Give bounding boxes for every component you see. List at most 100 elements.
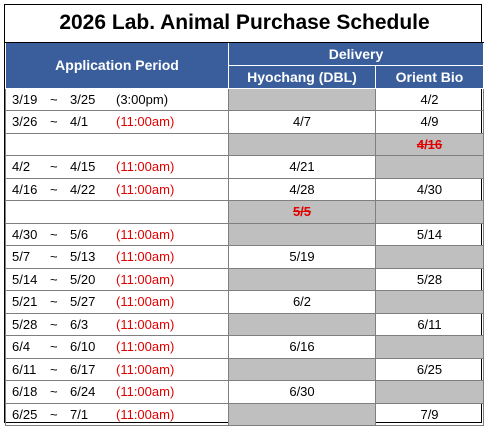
period-time: (3:00pm) <box>116 91 169 107</box>
application-period-cell: 3/19 ~3/25 (3:00pm) <box>5 87 229 111</box>
period-tilde: ~ <box>50 339 58 355</box>
period-start: 6/11 <box>12 361 37 377</box>
table-row: 4/30 ~5/6 (11:00am) 5/14 <box>5 222 485 246</box>
table-row: 4/16 <box>5 132 485 156</box>
period: 4/16 ~4/22 (11:00am) <box>6 182 228 197</box>
orient-delivery-cell <box>374 380 485 404</box>
period-end: 7/1 <box>70 406 89 422</box>
hyochang-date: 5/19 <box>289 249 315 265</box>
header-orient: Orient Bio <box>374 64 485 89</box>
application-period-cell: 4/30 ~5/6 (11:00am) <box>5 222 229 246</box>
hyochang-delivery-cell: 6/30 <box>228 380 376 404</box>
application-period-cell: 5/7 ~5/13 (11:00am) <box>5 245 229 269</box>
period: 5/21 ~5/27 (11:00am) <box>6 294 228 309</box>
hyochang-delivery-cell: 4/28 <box>228 177 376 201</box>
period-start: 4/16 <box>12 181 38 197</box>
hyochang-delivery-cell: 6/16 <box>228 335 376 359</box>
schedule-table: 2026 Lab. Animal Purchase Schedule Appli… <box>5 5 485 426</box>
table-row: 5/28 ~6/3 (11:00am) 6/11 <box>5 312 485 336</box>
application-period-cell <box>5 132 229 156</box>
period-time: (11:00am) <box>116 249 175 265</box>
period-end: 4/1 <box>70 114 89 130</box>
period-tilde: ~ <box>50 361 58 377</box>
hyochang-delivery-cell <box>228 87 376 111</box>
orient-delivery-cell: 4/30 <box>374 177 485 201</box>
period-end: 3/25 <box>70 91 96 107</box>
table-row: 5/7 ~5/13 (11:00am) 5/19 <box>5 245 485 269</box>
application-period-cell <box>5 200 229 224</box>
period-tilde: ~ <box>50 316 58 332</box>
orient-date: 6/11 <box>417 316 442 332</box>
header-row-2: Hyochang (DBL) Orient Bio <box>6 64 485 89</box>
title-row: 2026 Lab. Animal Purchase Schedule <box>5 5 484 43</box>
period-tilde: ~ <box>50 159 58 175</box>
period: 6/18 ~6/24 (11:00am) <box>6 384 228 399</box>
application-period-cell: 4/2 ~4/15 (11:00am) <box>5 155 229 179</box>
hyochang-delivery-cell <box>228 402 376 426</box>
header-delivery: Delivery <box>227 41 485 66</box>
period: 5/28 ~6/3 (11:00am) <box>6 317 228 332</box>
period-tilde: ~ <box>50 271 58 287</box>
period-tilde: ~ <box>50 181 58 197</box>
period-time: (11:00am) <box>116 361 175 377</box>
period-time: (11:00am) <box>116 114 175 130</box>
page-title: 2026 Lab. Animal Purchase Schedule <box>5 5 484 43</box>
hyochang-date: 6/30 <box>289 384 315 400</box>
period-tilde: ~ <box>50 91 58 107</box>
period-start: 5/28 <box>12 316 38 332</box>
orient-delivery-cell: 7/9 <box>374 402 485 426</box>
period-time: (11:00am) <box>116 181 175 197</box>
table-row: 6/25 ~7/1 (11:00am) 7/9 <box>5 402 485 426</box>
period-start: 6/4 <box>12 339 31 355</box>
table-row: 4/16 ~4/22 (11:00am) 4/28 4/30 <box>5 177 485 201</box>
orient-date: 4/2 <box>420 91 439 107</box>
application-period-cell: 4/16 ~4/22 (11:00am) <box>5 177 229 201</box>
period-end: 5/27 <box>70 294 96 310</box>
period-time: (11:00am) <box>116 384 175 400</box>
header-row-1: Application Period Delivery <box>5 41 485 89</box>
table-row: 3/26 ~4/1 (11:00am) 4/7 4/9 <box>5 110 485 134</box>
orient-delivery-cell: 4/2 <box>374 87 485 111</box>
period-start: 5/14 <box>12 271 38 287</box>
period-time: (11:00am) <box>116 406 175 422</box>
period: 6/4 ~6/10 (11:00am) <box>6 339 228 354</box>
hyochang-date: 5/5 <box>292 204 312 220</box>
table-row: 6/11 ~6/17 (11:00am) 6/25 <box>5 357 485 381</box>
table-row: 5/21 ~5/27 (11:00am) 6/2 <box>5 290 485 314</box>
hyochang-delivery-cell: 5/5 <box>228 200 376 224</box>
period-time: (11:00am) <box>116 339 175 355</box>
hyochang-delivery-cell <box>228 222 376 246</box>
table-row: 6/18 ~6/24 (11:00am) 6/30 <box>5 380 485 404</box>
orient-delivery-cell <box>374 200 485 224</box>
period-tilde: ~ <box>50 406 58 422</box>
orient-date: 5/28 <box>416 271 443 287</box>
orient-date: 4/16 <box>416 136 443 152</box>
period: 3/19 ~3/25 (3:00pm) <box>6 92 228 107</box>
application-period-cell: 5/21 ~5/27 (11:00am) <box>5 290 229 314</box>
period-end: 4/15 <box>70 159 96 175</box>
orient-delivery-cell <box>374 155 485 179</box>
hyochang-date: 4/21 <box>289 159 315 175</box>
period: 3/26 ~4/1 (11:00am) <box>6 114 228 129</box>
orient-delivery-cell <box>374 290 485 314</box>
schedule-table-frame: 2026 Lab. Animal Purchase Schedule Appli… <box>4 4 485 426</box>
table-row: 6/4 ~6/10 (11:00am) 6/16 <box>5 335 485 359</box>
hyochang-delivery-cell: 4/21 <box>228 155 376 179</box>
orient-delivery-cell: 6/25 <box>374 357 485 381</box>
period-end: 6/17 <box>70 361 96 377</box>
hyochang-date: 6/16 <box>289 339 315 355</box>
application-period-cell: 3/26 ~4/1 (11:00am) <box>5 110 229 134</box>
period-end: 6/3 <box>70 316 89 332</box>
period-tilde: ~ <box>50 294 58 310</box>
hyochang-date: 4/7 <box>292 114 312 130</box>
table-row: 5/14 ~5/20 (11:00am) 5/28 <box>5 267 485 291</box>
period-time: (11:00am) <box>116 226 175 242</box>
period-tilde: ~ <box>50 249 58 265</box>
period-end: 6/10 <box>70 339 96 355</box>
period-tilde: ~ <box>50 384 58 400</box>
period: 5/7 ~5/13 (11:00am) <box>6 249 228 264</box>
orient-delivery-cell <box>374 245 485 269</box>
period: 4/2 ~4/15 (11:00am) <box>6 159 228 174</box>
orient-delivery-cell: 4/9 <box>374 110 485 134</box>
period-end: 6/24 <box>70 384 96 400</box>
